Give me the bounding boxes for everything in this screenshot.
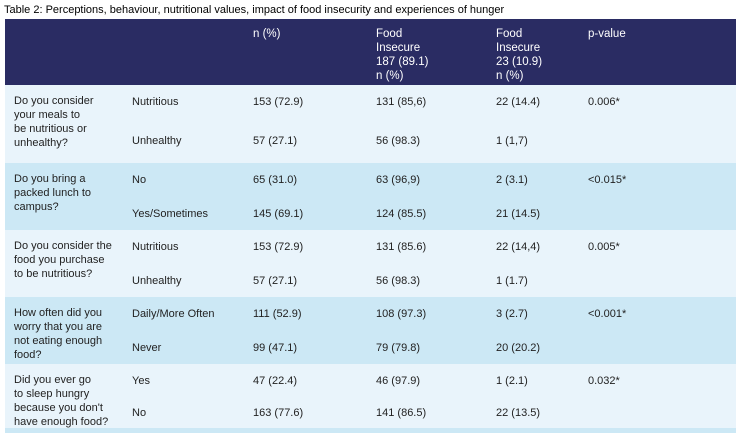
fi-minor-cell: 21 (14.5): [496, 207, 541, 220]
question-group-packed-lunch: Do you bring a packed lunch to campus? N…: [5, 163, 736, 230]
n-percent-cell: 153 (72.9): [253, 96, 304, 108]
n-percent-cell: 163 (77.6): [253, 407, 304, 419]
header-n-percent: n (%): [253, 28, 281, 40]
n-percent-cell: 111 (52.9): [253, 308, 302, 320]
category-cell: Yes/Sometimes: [132, 207, 209, 220]
category-cell: Daily/More Often: [132, 308, 215, 320]
category-cell: Nutritious: [132, 96, 179, 108]
header-food-insecure-minor-label: Food Insecure 23 (10.9): [496, 28, 543, 68]
p-value-cell: [588, 124, 736, 163]
data-table: n (%) Food Insecure 187 (89.1) n (%) Foo…: [5, 19, 736, 433]
header-p-value: p-value: [588, 28, 626, 40]
fi-major-cell: 56 (98.3): [376, 135, 421, 147]
n-percent-cell: 47 (22.4): [253, 375, 298, 387]
header-food-insecure-minor: Food Insecure 23 (10.9) n (%): [496, 19, 588, 85]
fi-minor-cell: 22 (14.4): [496, 96, 541, 108]
question-text: Did you ever go to sleep hungry because …: [14, 374, 109, 428]
n-percent-cell: 65 (31.0): [253, 174, 298, 186]
n-percent-cell: 99 (47.1): [253, 341, 298, 354]
p-value-cell: 0.032*: [588, 375, 620, 387]
table-title: Table 2: Perceptions, behaviour, nutriti…: [4, 4, 505, 16]
category-cell: Yes: [132, 375, 150, 387]
header-empty-category: [132, 19, 253, 85]
question-group-worry-eating: How often did you worry that you are not…: [5, 297, 736, 364]
header-food-insecure-major-sub: n (%): [376, 70, 404, 82]
header-food-insecure-major: Food Insecure 187 (89.1) n (%): [376, 19, 496, 85]
fi-minor-cell: 2 (3.1): [496, 174, 528, 186]
fi-major-cell: 63 (96,9): [376, 174, 421, 186]
p-value-cell: [588, 331, 736, 365]
header-empty-question: [5, 19, 132, 85]
fi-major-cell: 79 (79.8): [376, 341, 421, 354]
p-value-cell: <0.015*: [588, 174, 627, 186]
fi-major-cell: 46 (97.9): [376, 375, 421, 387]
fi-major-cell: 141 (86.5): [376, 407, 427, 419]
question-text: Do you consider the food you purchase to…: [14, 240, 112, 280]
p-value-cell: [588, 197, 736, 231]
question-text: Do you consider your meals to be nutriti…: [14, 95, 94, 149]
fi-major-cell: 108 (97.3): [376, 308, 427, 320]
fi-major-cell: 56 (98.3): [376, 274, 421, 287]
category-cell: Never: [132, 341, 162, 354]
p-value-cell: [588, 264, 736, 298]
question-group-meals-nutritious: Do you consider your meals to be nutriti…: [5, 85, 736, 163]
p-value-cell: 0.005*: [588, 241, 620, 253]
question-group-sleep-hungry: Did you ever go to sleep hungry because …: [5, 364, 736, 428]
n-percent-cell: 145 (69.1): [253, 207, 304, 220]
p-value-cell: [588, 396, 736, 428]
fi-minor-cell: 1 (1,7): [496, 135, 528, 147]
fi-minor-cell: 22 (14,4): [496, 241, 541, 253]
table-bottom-band: [5, 428, 736, 433]
n-percent-cell: 57 (27.1): [253, 135, 298, 147]
header-food-insecure-major-label: Food Insecure 187 (89.1): [376, 28, 429, 68]
question-text: How often did you worry that you are not…: [14, 307, 103, 361]
fi-major-cell: 131 (85,6): [376, 96, 427, 108]
category-cell: Unhealthy: [132, 274, 182, 287]
question-group-purchase-nutritious: Do you consider the food you purchase to…: [5, 230, 736, 297]
fi-major-cell: 124 (85.5): [376, 207, 427, 220]
category-cell: Unhealthy: [132, 135, 182, 147]
p-value-cell: <0.001*: [588, 308, 627, 320]
category-cell: Nutritious: [132, 241, 179, 253]
header-food-insecure-minor-sub: n (%): [496, 70, 524, 82]
n-percent-cell: 153 (72.9): [253, 241, 304, 253]
fi-minor-cell: 1 (2.1): [496, 375, 528, 387]
table-header-row: n (%) Food Insecure 187 (89.1) n (%) Foo…: [5, 19, 736, 85]
fi-minor-cell: 3 (2.7): [496, 308, 528, 320]
category-cell: No: [132, 174, 147, 186]
p-value-cell: 0.006*: [588, 96, 620, 108]
fi-minor-cell: 1 (1.7): [496, 274, 528, 287]
category-cell: No: [132, 407, 147, 419]
question-text: Do you bring a packed lunch to campus?: [14, 173, 92, 213]
fi-minor-cell: 22 (13.5): [496, 407, 541, 419]
fi-major-cell: 131 (85.6): [376, 241, 427, 253]
n-percent-cell: 57 (27.1): [253, 274, 298, 287]
fi-minor-cell: 20 (20.2): [496, 341, 541, 354]
